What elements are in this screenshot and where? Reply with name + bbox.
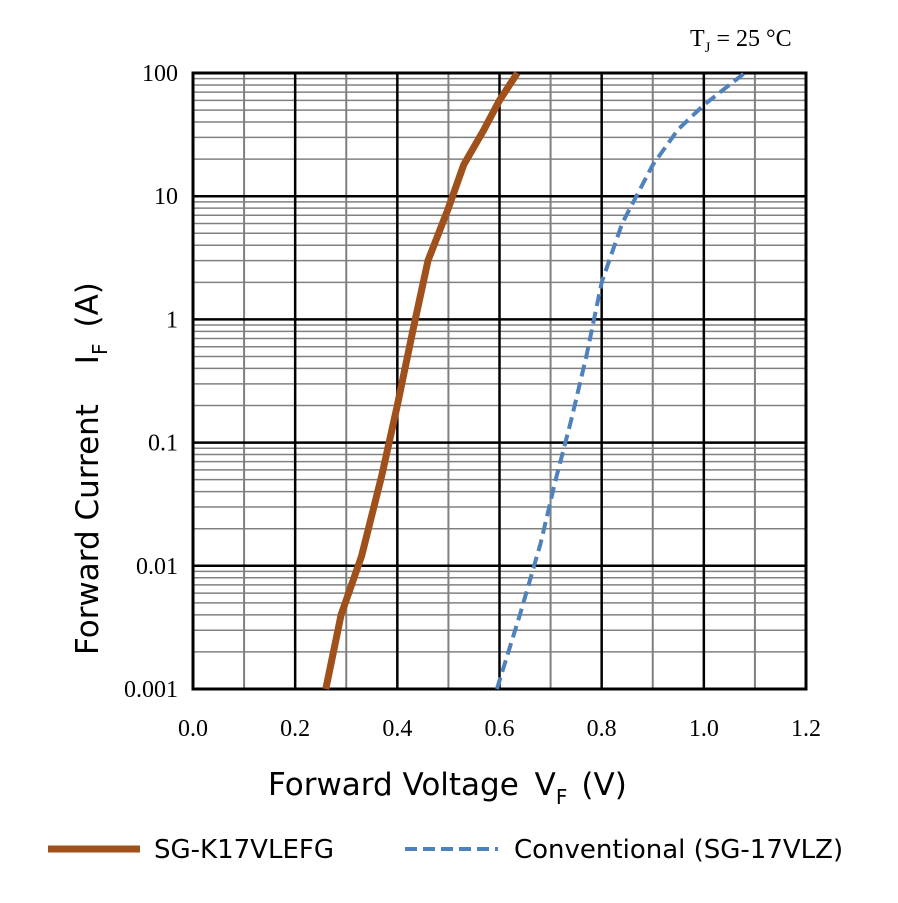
grid-major <box>193 73 806 689</box>
x-tick-label: 1.0 <box>689 716 719 742</box>
test-condition-label: TJ = 25 °C <box>690 26 792 56</box>
x-tick-label: 0.2 <box>280 716 310 742</box>
plot-frame <box>191 71 808 691</box>
x-tick-labels: 0.0 0.2 0.4 0.6 0.8 1.0 1.2 <box>178 716 821 742</box>
x-tick-label: 1.2 <box>791 716 821 742</box>
y-tick-label: 1 <box>166 307 178 333</box>
series-layer <box>322 71 746 690</box>
y-tick-label: 0.01 <box>136 554 178 580</box>
x-tick-label: 0.8 <box>587 716 617 742</box>
series-line-conventional <box>494 71 746 690</box>
x-tick-label: 0.6 <box>485 716 515 742</box>
y-tick-label: 10 <box>154 184 178 210</box>
legend-label-conventional: Conventional (SG-17VLZ) <box>514 835 843 865</box>
x-tick-label: 0.0 <box>178 716 208 742</box>
legend: SG-K17VLEFG Conventional (SG-17VLZ) <box>48 835 843 865</box>
y-tick-label: 0.001 <box>124 677 178 703</box>
x-axis-title: Forward Voltage VF (V) <box>268 767 627 809</box>
series-line-sg-k17vlefg <box>322 71 521 690</box>
x-tick-label: 0.4 <box>382 716 412 742</box>
y-tick-label: 0.1 <box>148 431 178 457</box>
legend-label-sg-k17vlefg: SG-K17VLEFG <box>154 835 334 865</box>
y-axis-title: Forward Current IF(A) <box>70 282 112 655</box>
y-tick-label: 100 <box>142 61 178 87</box>
y-tick-labels: 0.001 0.01 0.1 1 10 100 <box>124 61 178 703</box>
